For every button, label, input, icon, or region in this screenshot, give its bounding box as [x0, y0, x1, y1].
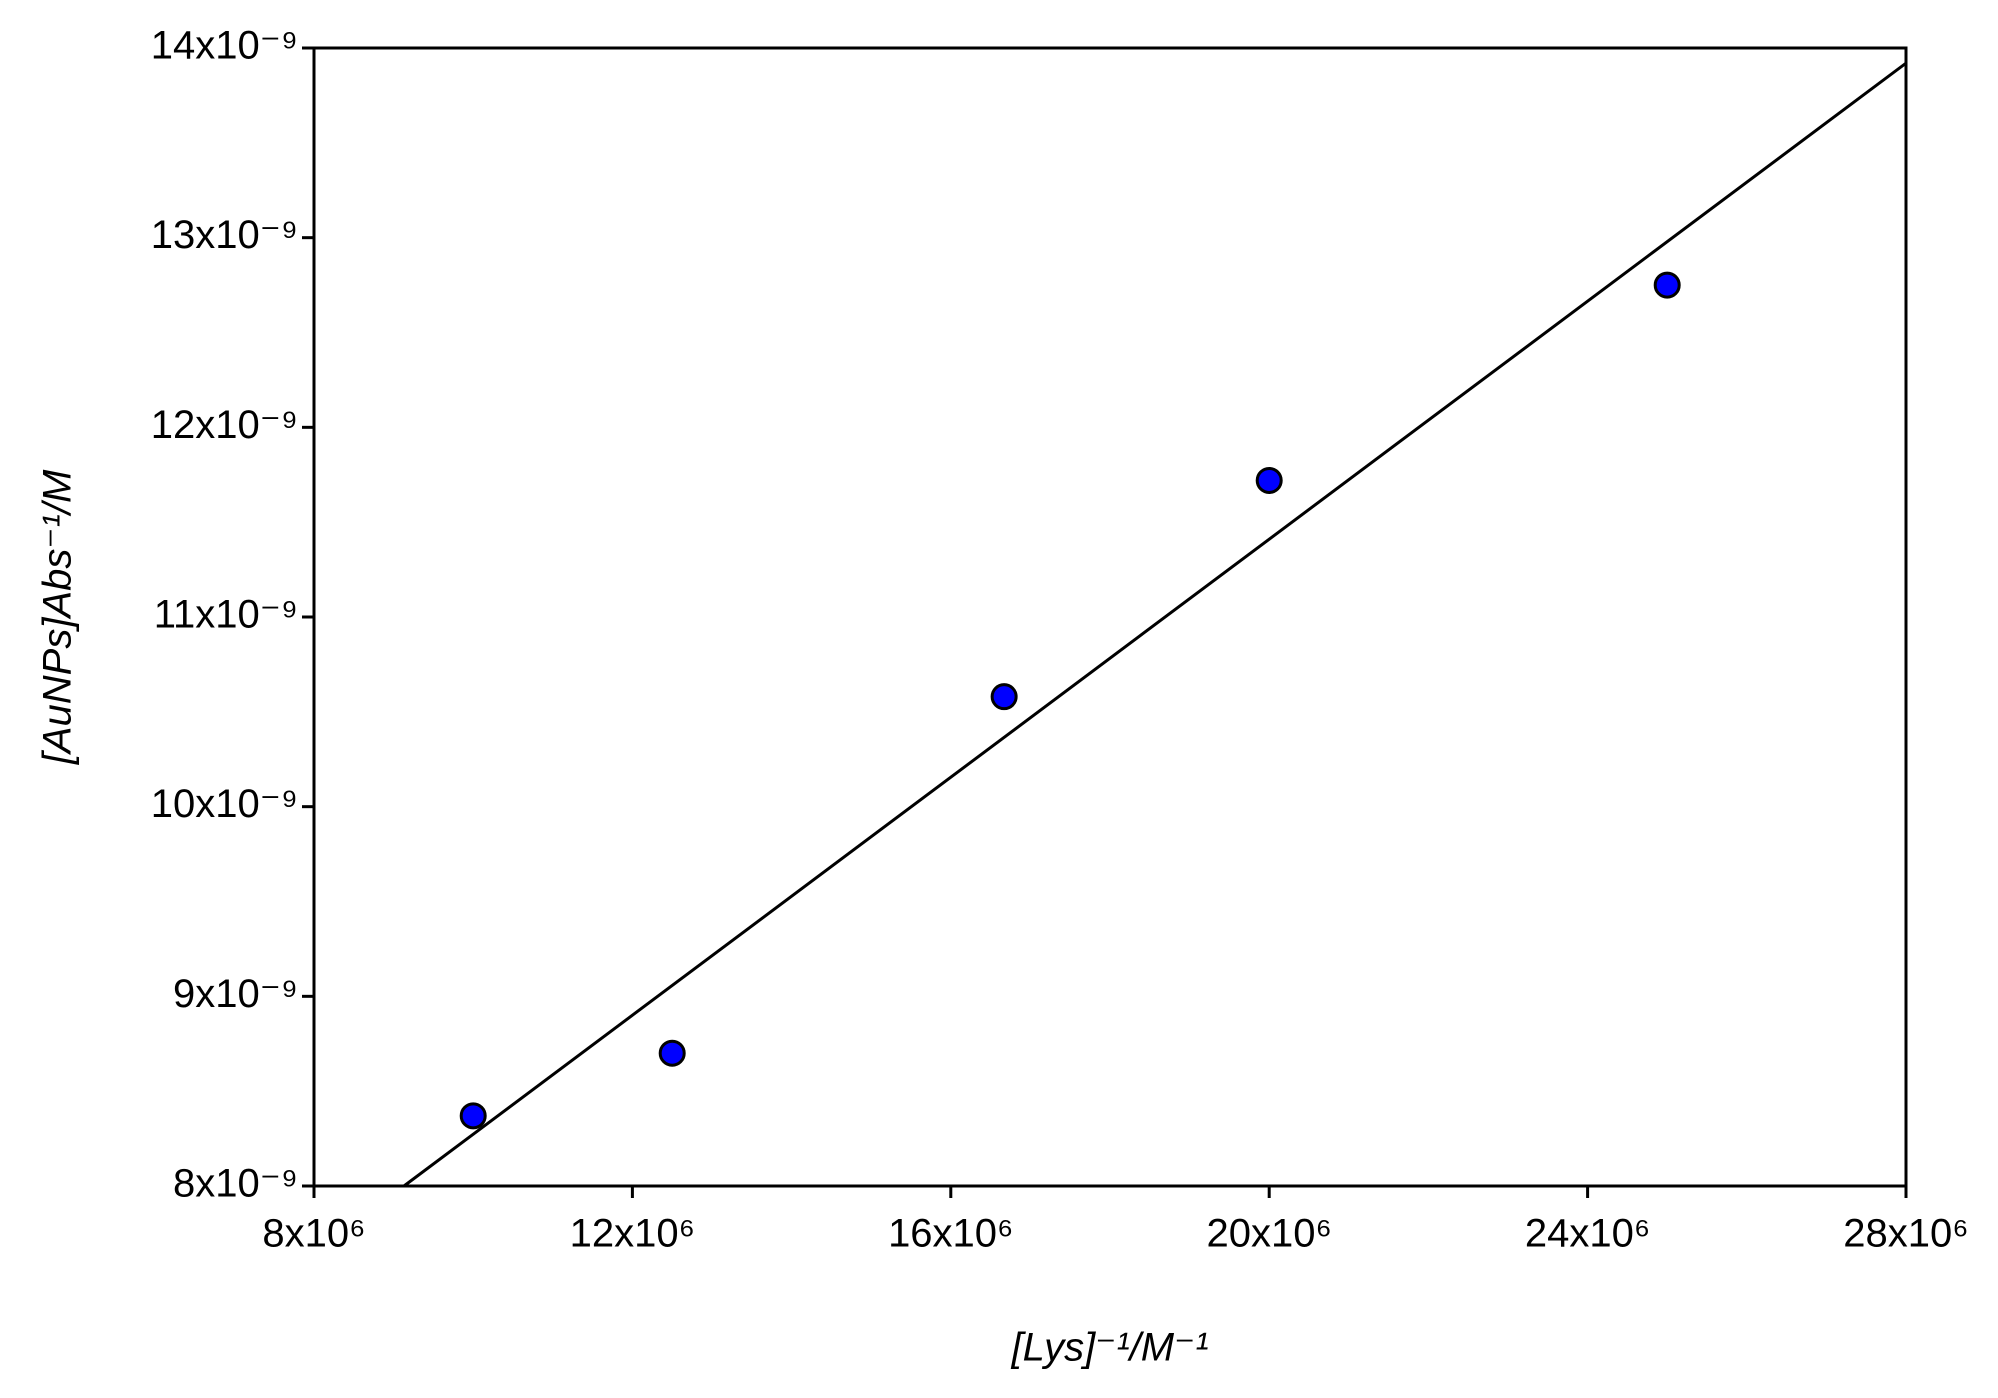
fit-line: [403, 61, 1907, 1188]
y-tick-label: 12x10⁻⁹: [151, 403, 298, 447]
y-tick-label: 13x10⁻⁹: [151, 213, 298, 257]
plot-frame: [312, 46, 1908, 1188]
y-axis-title: [AuNPs]Abs⁻¹/M: [36, 469, 80, 765]
y-tick-label: 14x10⁻⁹: [151, 24, 298, 68]
data-point: [1255, 466, 1283, 494]
x-axis-title: [Lys]⁻¹/M⁻¹: [1010, 1326, 1208, 1370]
data-point: [658, 1039, 686, 1067]
y-tick-label: 10x10⁻⁹: [151, 782, 298, 826]
x-tick-label: 28x10⁶: [1843, 1212, 1968, 1256]
y-tick-label: 9x10⁻⁹: [173, 972, 298, 1016]
x-tick-label: 12x10⁶: [570, 1212, 695, 1256]
y-tick-label: 11x10⁻⁹: [154, 593, 298, 637]
data-point: [990, 683, 1018, 711]
data-point: [1653, 271, 1681, 299]
x-tick-label: 16x10⁶: [888, 1212, 1013, 1256]
x-tick-label: 20x10⁶: [1206, 1212, 1331, 1256]
x-tick-label: 24x10⁶: [1525, 1212, 1650, 1256]
data-point: [459, 1102, 487, 1130]
y-tick-label: 8x10⁻⁹: [173, 1162, 298, 1206]
x-tick-label: 8x10⁶: [262, 1212, 365, 1256]
